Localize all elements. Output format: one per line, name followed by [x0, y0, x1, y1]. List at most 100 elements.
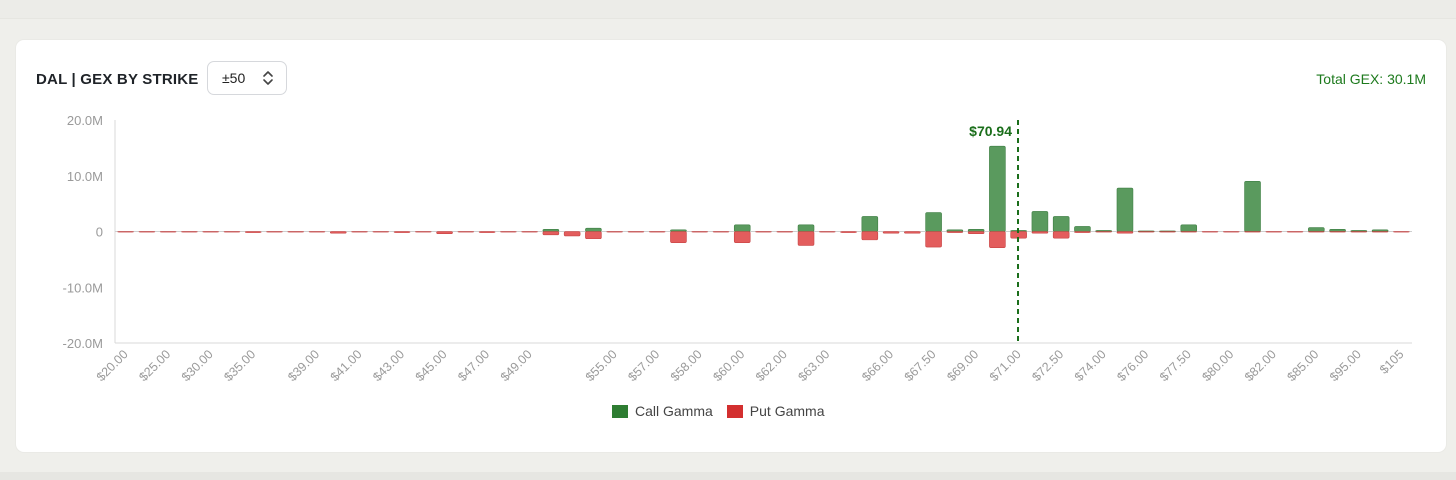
call-gamma-bar: [797, 224, 815, 232]
call-gamma-bar: [1308, 227, 1325, 232]
put-gamma-bar: [181, 231, 198, 233]
put-gamma-bar: [1350, 231, 1368, 233]
x-tick-label: $82.00: [1242, 347, 1279, 384]
put-gamma-bar: [904, 231, 921, 234]
x-tick-label: $43.00: [370, 347, 407, 384]
put-gamma-bar: [1180, 231, 1198, 233]
put-gamma-bar: [712, 231, 730, 233]
put-gamma-bar: [1393, 231, 1410, 233]
put-gamma-bar: [946, 231, 964, 233]
x-tick-label: $67.50: [902, 347, 939, 384]
put-gamma-bar: [372, 231, 390, 233]
put-gamma-bar: [138, 231, 156, 233]
legend-item-call[interactable]: Call Gamma: [612, 403, 713, 419]
call-gamma-bar: [861, 216, 879, 232]
x-tick-label: $57.00: [625, 347, 662, 384]
put-gamma-bar: [797, 231, 815, 246]
put-gamma-bar: [1265, 231, 1283, 233]
x-tick-label: $74.00: [1072, 347, 1109, 384]
total-gex: Total GEX: 30.1M: [1316, 71, 1426, 87]
put-gamma-bar: [457, 231, 475, 233]
spot-price-label: $70.94: [969, 123, 1012, 139]
call-gamma-bar: [925, 212, 942, 232]
y-tick-label: 0: [96, 225, 103, 240]
x-tick-label: $25.00: [136, 347, 173, 384]
put-gamma-bar: [202, 231, 219, 233]
put-gamma-bar: [478, 231, 496, 233]
legend-swatch-call: [612, 404, 628, 418]
put-gamma-bar: [329, 231, 347, 234]
x-tick-label: $30.00: [179, 347, 216, 384]
x-tick-label: $35.00: [221, 347, 258, 384]
put-gamma-bar: [733, 231, 751, 243]
x-tick-label: $39.00: [285, 347, 322, 384]
put-gamma-bar: [1308, 231, 1325, 233]
put-gamma-bar: [266, 231, 283, 233]
gex-bar-chart: 20.0M 10.0M 0 -10.0M -20.0M$20.00 $25.00 $30.0…: [63, 113, 1412, 384]
x-tick-label: $41.00: [328, 347, 365, 384]
bottom-band: [0, 472, 1456, 480]
call-gamma-bar: [542, 228, 560, 232]
put-gamma-bar: [819, 231, 836, 233]
x-tick-label: $72.50: [1029, 347, 1066, 384]
legend-label-put: Put Gamma: [749, 403, 825, 419]
put-gamma-bar: [1244, 231, 1261, 233]
put-gamma-bar: [1159, 231, 1176, 233]
put-gamma-bar: [244, 231, 262, 233]
put-gamma-bar: [861, 231, 879, 241]
put-gamma-bar: [159, 231, 177, 233]
legend-item-put[interactable]: Put Gamma: [726, 403, 825, 419]
x-tick-label: $80.00: [1199, 347, 1236, 384]
y-tick-label: 20.0M: [67, 113, 103, 128]
put-gamma-bar: [776, 231, 794, 233]
call-gamma-bar: [1180, 224, 1198, 232]
put-gamma-bar: [627, 231, 645, 233]
legend-swatch-put: [726, 404, 743, 418]
call-gamma-bar: [1244, 181, 1261, 232]
call-gamma-bar: [1031, 211, 1049, 232]
put-gamma-bar: [755, 231, 772, 233]
put-gamma-bar: [1052, 231, 1070, 239]
put-gamma-bar: [500, 231, 517, 233]
x-tick-label: $76.00: [1114, 347, 1151, 384]
x-tick-label: $62.00: [753, 347, 790, 384]
top-band: [0, 0, 1456, 19]
call-gamma-bar: [585, 227, 602, 232]
legend-label-call: Call Gamma: [635, 403, 713, 419]
y-tick-label: -10.0M: [63, 280, 103, 295]
x-tick-label: $77.50: [1157, 347, 1194, 384]
put-gamma-bar: [436, 231, 453, 235]
put-gamma-bar: [925, 231, 942, 248]
put-gamma-bar: [1222, 231, 1240, 233]
x-tick-label: $69.00: [944, 347, 981, 384]
put-gamma-bar: [117, 231, 134, 233]
put-gamma-bar: [563, 231, 581, 237]
put-gamma-bar: [1031, 231, 1049, 234]
x-tick-label: $95.00: [1327, 347, 1364, 384]
put-gamma-bar: [606, 231, 623, 233]
x-tick-label: $47.00: [455, 347, 492, 384]
put-gamma-bar: [1286, 231, 1304, 233]
x-tick-label: $85.00: [1285, 347, 1322, 384]
put-gamma-bar: [585, 231, 602, 240]
call-gamma-bar: [733, 224, 751, 232]
strike-range-select[interactable]: ±50: [207, 61, 287, 95]
put-gamma-bar: [1201, 231, 1219, 233]
put-gamma-bar: [308, 231, 326, 233]
put-gamma-bar: [989, 231, 1006, 248]
put-gamma-bar: [882, 231, 900, 234]
put-gamma-bar: [670, 231, 687, 243]
put-gamma-bar: [1329, 231, 1346, 233]
put-gamma-bar: [223, 231, 241, 233]
put-gamma-bar: [393, 231, 411, 233]
call-gamma-bar: [967, 228, 985, 232]
put-gamma-bar: [840, 231, 857, 233]
chart-legend: Call Gamma Put Gamma: [612, 403, 839, 419]
put-gamma-bar: [351, 231, 368, 233]
x-tick-label: $58.00: [668, 347, 705, 384]
x-tick-label: $66.00: [859, 347, 896, 384]
y-tick-label: 10.0M: [67, 169, 103, 184]
x-tick-label: $49.00: [498, 347, 535, 384]
strike-range-value: ±50: [222, 70, 246, 86]
call-gamma-bar: [989, 145, 1006, 232]
